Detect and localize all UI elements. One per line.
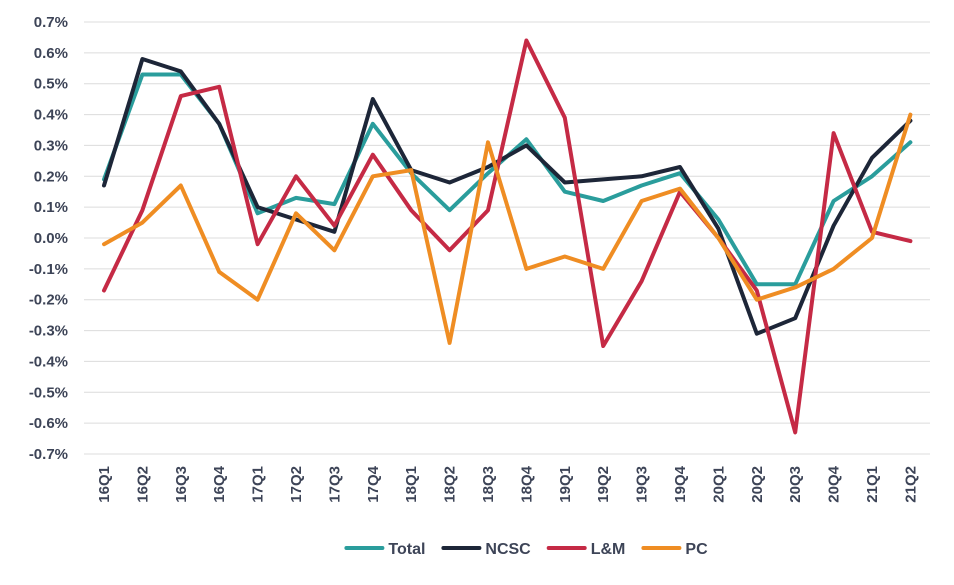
y-tick-label: -0.2% xyxy=(29,292,68,309)
grid-layer xyxy=(84,21,930,455)
y-tick-label: 0.6% xyxy=(34,45,68,62)
y-tick-label: -0.3% xyxy=(29,323,68,340)
series-line-l-m xyxy=(102,38,913,435)
legend-label: Total xyxy=(388,541,425,558)
y-tick-label: 0.1% xyxy=(34,199,68,216)
x-tick-label: 21Q2 xyxy=(902,466,919,503)
x-tick-label: 19Q3 xyxy=(634,466,651,503)
x-tick-label: 17Q3 xyxy=(326,466,343,503)
legend-item-pc: PC xyxy=(641,541,708,558)
x-tick-label: 16Q3 xyxy=(173,466,190,503)
series-line-ncsc xyxy=(102,57,913,336)
series-line-pc xyxy=(102,112,913,345)
y-axis-ticks: 0.7% 0.6% 0.5% 0.4% 0.3% 0.2% 0.1% 0.0% -0.1% -0.… xyxy=(29,14,68,463)
x-tick-label: 18Q1 xyxy=(403,466,420,503)
x-tick-label: 20Q1 xyxy=(710,466,727,503)
y-tick-label: -0.6% xyxy=(29,415,68,432)
x-tick-label: 19Q1 xyxy=(557,466,574,503)
y-tick-label: 0.7% xyxy=(34,14,68,31)
legend: Total NCSC L&M PC xyxy=(344,541,708,558)
legend-item-l-m: L&M xyxy=(546,541,626,558)
legend-label: L&M xyxy=(591,541,626,558)
y-tick-label: 0.0% xyxy=(34,230,68,247)
y-tick-label: 0.2% xyxy=(34,168,68,185)
x-tick-label: 19Q4 xyxy=(672,465,689,502)
x-tick-label: 16Q4 xyxy=(211,465,228,502)
x-tick-label: 18Q3 xyxy=(480,466,497,503)
legend-label: NCSC xyxy=(485,541,531,558)
x-axis-ticks: 16Q1 16Q2 16Q3 16Q4 17Q1 17Q2 17Q3 17Q4 18Q1 18Q2… xyxy=(96,465,919,502)
x-tick-label: 18Q2 xyxy=(442,466,459,503)
legend-label: PC xyxy=(685,541,708,558)
x-tick-label: 17Q4 xyxy=(365,465,382,502)
y-tick-label: 0.4% xyxy=(34,107,68,124)
x-tick-label: 20Q3 xyxy=(787,466,804,503)
legend-item-total: Total xyxy=(344,541,425,558)
y-tick-label: -0.1% xyxy=(29,261,68,278)
x-tick-label: 20Q4 xyxy=(826,465,843,502)
legend-item-ncsc: NCSC xyxy=(441,541,531,558)
y-tick-label: -0.7% xyxy=(29,446,68,463)
x-tick-label: 16Q2 xyxy=(134,466,151,503)
x-tick-label: 20Q2 xyxy=(749,466,766,503)
x-tick-label: 17Q1 xyxy=(250,466,267,503)
x-tick-label: 19Q2 xyxy=(595,466,612,503)
x-tick-label: 18Q4 xyxy=(518,465,535,502)
y-tick-label: -0.5% xyxy=(29,384,68,401)
x-tick-label: 21Q1 xyxy=(864,466,881,503)
series-layer xyxy=(102,38,913,435)
y-tick-label: 0.3% xyxy=(34,137,68,154)
x-tick-label: 16Q1 xyxy=(96,466,113,503)
x-tick-label: 17Q2 xyxy=(288,466,305,503)
y-tick-label: 0.5% xyxy=(34,76,68,93)
y-tick-label: -0.4% xyxy=(29,353,68,370)
